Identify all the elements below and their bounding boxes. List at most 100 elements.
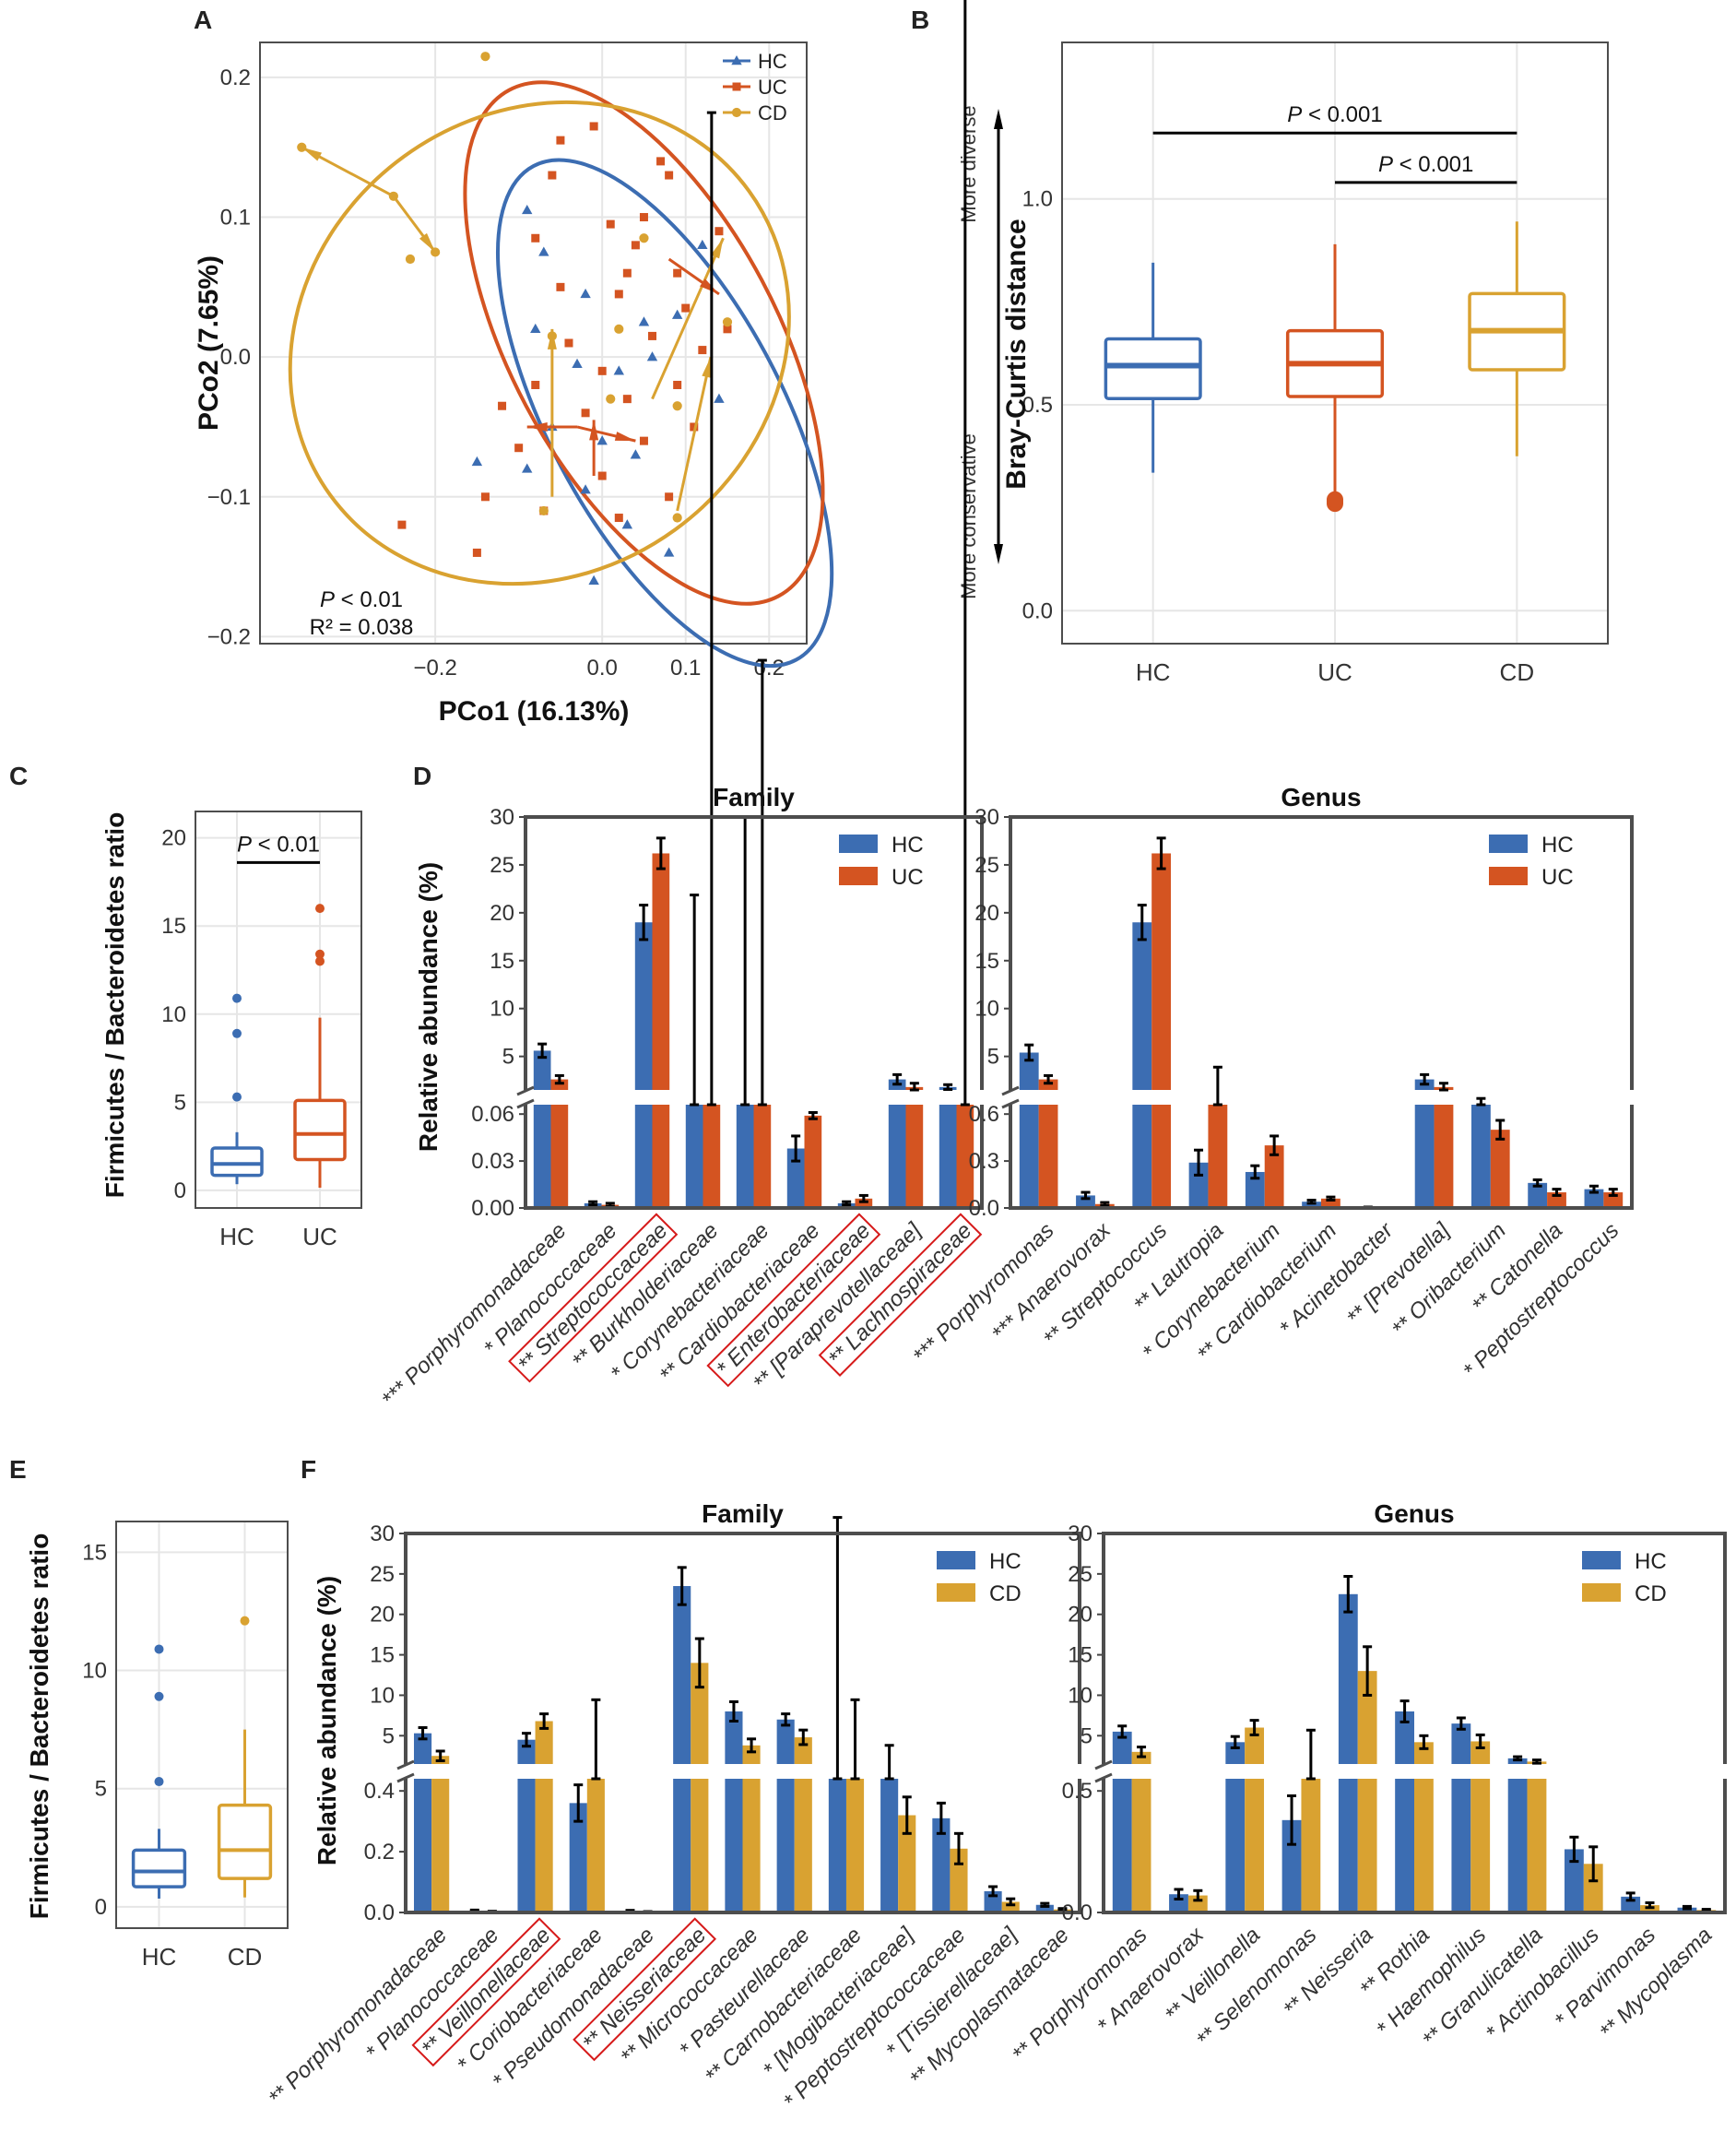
f-family-bar-cd [535,1779,553,1912]
d-family-break-mark [516,1085,535,1096]
f-family-upper-tick-label: 20 [370,1603,395,1628]
a-ytick-label: −0.2 [207,624,251,649]
d-genus-frame-lower [1009,1105,1634,1210]
a-point-hc [697,239,708,250]
panel-label-a: A [194,6,213,34]
f-genus-bar-hc [1621,1896,1641,1912]
f-family-bar-hc [932,1817,951,1912]
d-genus-bar-uc [1434,1105,1454,1208]
a-point-cd [672,401,682,411]
a-point-uc [597,471,607,480]
f-family-bar-hc [828,1779,846,1912]
d-genus-bar-uc [1490,1130,1510,1208]
b-more-conservative-label: More conservative [957,433,980,599]
f-genus-upper-tick-label: 30 [1068,1521,1092,1546]
f-genus-lower-tick-label: 0.0 [1062,1900,1092,1925]
d-genus-upper-tick-label: 5 [987,1045,999,1070]
f-genus-bar-hc [1112,1779,1132,1912]
f-genus-bar-upper-hc [1338,1593,1358,1764]
box-outlier [232,1092,242,1102]
d-family-bar-uc [855,1198,873,1208]
box-outlier [1327,491,1343,508]
a-xtick-label: 0.0 [587,656,618,681]
a-point-uc [622,395,632,404]
f-genus-break-mark [1094,1772,1113,1783]
d-genus-bar-hc [1245,1171,1265,1208]
b-xtick-label: CD [1500,658,1535,686]
f-genus-bar-hc [1169,1894,1188,1912]
d-genus-bar-hc [1414,1105,1435,1208]
a-point-cd [639,233,649,243]
c-ytick-label: 5 [174,1090,186,1115]
a-point-uc [714,227,724,236]
f-genus-bar-hc [1564,1849,1584,1912]
f-family-frame-lower [404,1779,1081,1914]
a-point-uc [531,233,540,243]
f-family-bar-hc [569,1803,587,1912]
a-point-hc [471,456,483,467]
f-genus-upper-tick-label: 15 [1068,1643,1092,1668]
a-point-uc [665,492,674,502]
a-ytick-label: 0.1 [220,206,251,231]
f-genus-bar-cd [1470,1779,1491,1912]
box-outlier [154,1691,164,1701]
a-point-cd [606,394,616,404]
d-genus-bar-upper-uc [1151,853,1172,1090]
a-point-uc [665,171,674,180]
a-point-uc [397,520,407,529]
a-point-uc [498,401,507,410]
f-genus-bar-upper-hc [1225,1742,1246,1764]
a-point-uc [589,122,598,131]
f-family-bar-cd [586,1779,605,1912]
a-point-hc [522,463,533,473]
f-genus-bar-upper-hc [1395,1711,1414,1764]
a-point-hc [646,351,658,361]
d-genus-bar-hc [1188,1162,1209,1208]
d-family-break-mark [516,1098,535,1109]
a-point-uc [556,136,565,145]
f-genus-break-mark [1094,1759,1113,1770]
a-point-uc [648,331,657,340]
f-genus-upper-tick-label: 20 [1068,1603,1092,1628]
d-family-upper-tick-label: 5 [502,1045,514,1070]
d-genus-bar-upper-hc [1132,922,1152,1090]
f-family-upper-tick-label: 10 [370,1683,395,1708]
box-outlier [315,949,325,959]
d-genus-frame-upper [1009,815,1634,1090]
a-ytick-label: 0.2 [220,65,251,90]
f-family-highlight-box [411,1917,561,2067]
d-family-lower-tick-label: 0.00 [471,1196,514,1221]
d-family-bar-hc [533,1105,551,1208]
f-family-lower-tick-label: 0.0 [364,1900,395,1925]
a-point-hc [596,435,608,445]
d-genus-bar-uc [1038,1105,1058,1208]
c-ytick-label: 10 [161,1002,186,1027]
f-genus-frame-upper [1102,1532,1727,1764]
f-family-bar-upper-cd [535,1721,553,1764]
a-point-hc [638,316,650,326]
a-point-hc [630,449,642,459]
f-family-bar-upper-cd [742,1745,761,1764]
d-family-bar-uc [753,1105,772,1208]
a-arrow-head [419,232,436,253]
panel-label-e: E [9,1455,27,1484]
e-ytick-label: 0 [95,1895,107,1920]
panel-label-d: D [413,762,432,790]
d-genus-bar-hc [1302,1202,1321,1208]
a-xtick-label: 0.1 [670,656,701,681]
f-family-upper-tick-label: 30 [370,1521,395,1546]
f-genus-bar-cd [1357,1779,1377,1912]
box-outlier [154,1644,164,1654]
b-direction-arrow-up [994,109,1003,129]
f-family-break-mark [396,1772,415,1783]
f-family-bar-hc [413,1779,432,1912]
f-family-bar-hc [673,1779,691,1912]
f-genus-title: Genus [1374,1499,1454,1528]
d-genus-break-mark [1001,1098,1020,1109]
c-xtick-label: UC [302,1223,337,1250]
a-point-hc [522,204,533,215]
f-genus-upper-tick-label: 5 [1081,1723,1092,1748]
d-genus-bar-uc [1151,1105,1172,1208]
d-genus-lower-tick-label: 0.3 [969,1149,999,1174]
f-genus-bar-hc [1338,1779,1358,1912]
